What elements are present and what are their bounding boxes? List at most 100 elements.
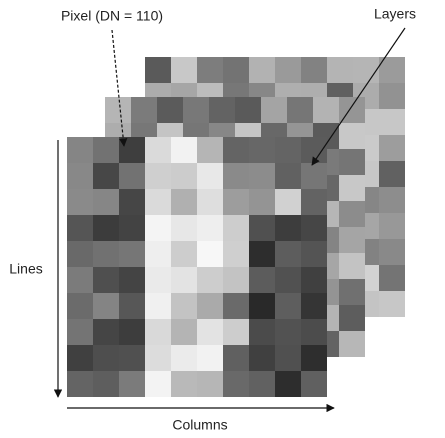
pixel (119, 267, 145, 293)
columns-label: Columns (172, 417, 227, 433)
pixel (93, 371, 119, 397)
pixel (93, 293, 119, 319)
pixel (197, 371, 223, 397)
pixel (339, 175, 365, 201)
pixel (171, 319, 197, 345)
pixel (197, 267, 223, 293)
pixel (197, 137, 223, 163)
pixel (339, 279, 365, 305)
pixel (379, 291, 405, 317)
pixel (301, 189, 327, 215)
pixel (145, 293, 171, 319)
pixel (379, 213, 405, 239)
pixel (249, 267, 275, 293)
pixel (223, 137, 249, 163)
pixel (249, 241, 275, 267)
pixel (223, 267, 249, 293)
pixel (275, 371, 301, 397)
pixel (197, 319, 223, 345)
pixel (249, 371, 275, 397)
pixel (223, 189, 249, 215)
pixel (145, 137, 171, 163)
pixel (67, 319, 93, 345)
pixel (67, 163, 93, 189)
pixel (339, 253, 365, 279)
pixel (93, 319, 119, 345)
pixel (249, 57, 275, 83)
pixel (223, 215, 249, 241)
pixel (223, 163, 249, 189)
pixel (275, 241, 301, 267)
pixel (119, 189, 145, 215)
pixel (301, 57, 327, 83)
diagram: Pixel (DN = 110) Layers Lines Columns (0, 0, 445, 438)
pixel (275, 137, 301, 163)
pixel (249, 163, 275, 189)
pixel (171, 293, 197, 319)
pixel (67, 371, 93, 397)
pixel (145, 189, 171, 215)
pixel (275, 345, 301, 371)
pixel (93, 345, 119, 371)
pixel (67, 267, 93, 293)
pixel (119, 345, 145, 371)
pixel (223, 293, 249, 319)
pixel (379, 265, 405, 291)
pixel (313, 97, 339, 123)
pixel (301, 163, 327, 189)
pixel (93, 267, 119, 293)
pixel (379, 239, 405, 265)
pixel (301, 137, 327, 163)
pixel (157, 97, 183, 123)
pixel (287, 97, 313, 123)
pixel (353, 57, 379, 83)
pixel (301, 319, 327, 345)
pixel (145, 371, 171, 397)
pixel (93, 241, 119, 267)
pixel (67, 137, 93, 163)
pixel (171, 241, 197, 267)
lines-label: Lines (9, 261, 42, 277)
pixel (197, 215, 223, 241)
pixel (379, 83, 405, 109)
pixel (93, 163, 119, 189)
pixel (171, 267, 197, 293)
pixel (119, 319, 145, 345)
pixel (301, 345, 327, 371)
pixel (119, 215, 145, 241)
pixel (197, 189, 223, 215)
pixel (249, 319, 275, 345)
pixel (223, 57, 249, 83)
pixel (275, 189, 301, 215)
pixel-label: Pixel (DN = 110) (61, 8, 163, 24)
pixel (197, 163, 223, 189)
pixel (131, 97, 157, 123)
pixel (171, 163, 197, 189)
pixel (67, 189, 93, 215)
pixel (145, 163, 171, 189)
pixel (145, 345, 171, 371)
pixel (275, 319, 301, 345)
pixel (67, 241, 93, 267)
pixel (119, 293, 145, 319)
pixel (145, 267, 171, 293)
pixel (301, 267, 327, 293)
pixel (339, 201, 365, 227)
pixel (171, 137, 197, 163)
pixel (119, 163, 145, 189)
pixel (171, 189, 197, 215)
pixel (197, 57, 223, 83)
pixel (235, 97, 261, 123)
pixel (275, 267, 301, 293)
pixel (119, 371, 145, 397)
pixel (171, 345, 197, 371)
pixel (223, 319, 249, 345)
pixel (145, 319, 171, 345)
pixel (379, 109, 405, 135)
pixel (145, 215, 171, 241)
pixel (301, 371, 327, 397)
pixel (261, 97, 287, 123)
pixel (105, 97, 131, 123)
pixel (301, 241, 327, 267)
pixel (67, 215, 93, 241)
